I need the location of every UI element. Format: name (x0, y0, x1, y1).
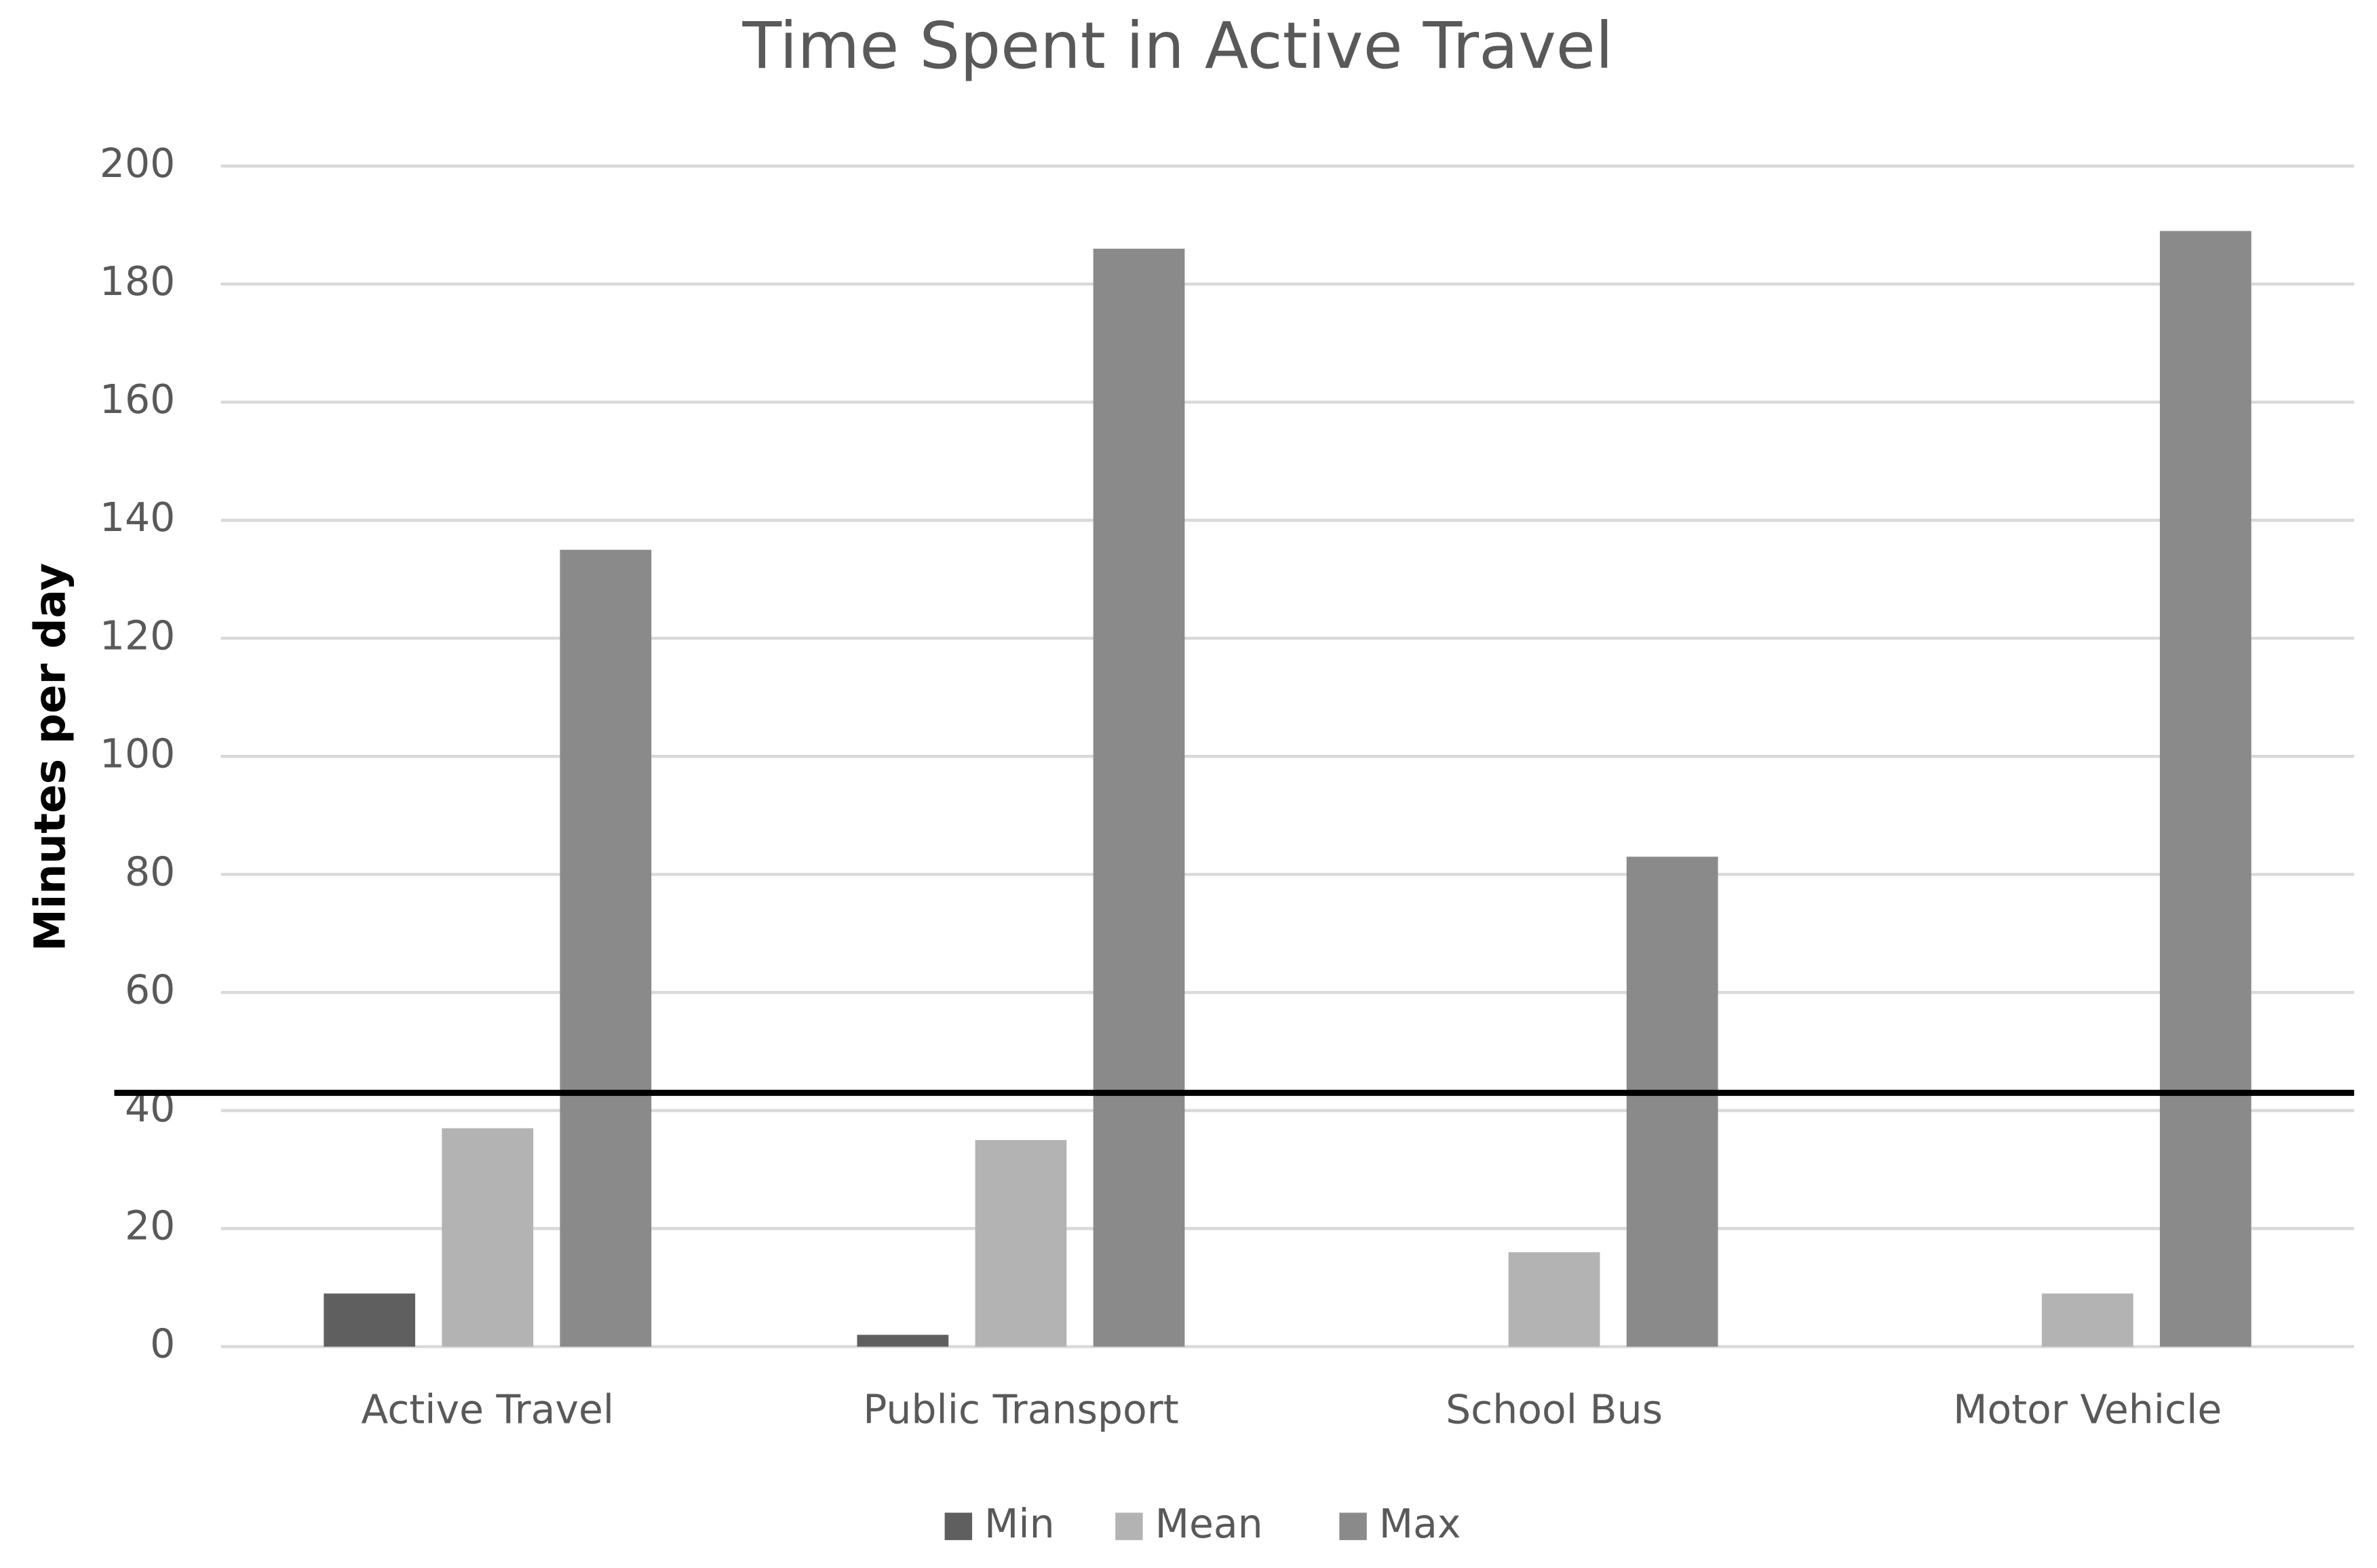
x-tick-label: Public Transport (863, 1386, 1178, 1432)
bar (1626, 857, 1718, 1347)
y-axis-title: Minutes per day (26, 563, 75, 952)
bar (560, 549, 652, 1347)
legend-label: Max (1379, 1501, 1461, 1547)
y-tick-label: 20 (125, 1203, 175, 1249)
legend-label: Min (984, 1501, 1055, 1547)
x-tick-label: School Bus (1446, 1386, 1663, 1432)
y-tick-label: 140 (100, 494, 175, 541)
y-tick-label: 0 (150, 1321, 175, 1367)
y-tick-label: 180 (100, 258, 175, 305)
bar (2159, 231, 2252, 1347)
legend-label: Mean (1155, 1501, 1263, 1547)
y-tick-label: 80 (125, 848, 175, 895)
bar (442, 1128, 534, 1347)
y-tick-label: 100 (100, 730, 175, 777)
bar (1093, 248, 1185, 1347)
bar (2041, 1293, 2133, 1347)
x-tick-label: Motor Vehicle (1953, 1386, 2222, 1432)
bar (1508, 1252, 1600, 1347)
chart-title: Time Spent in Active Travel (742, 9, 1614, 83)
bar (975, 1139, 1067, 1347)
x-tick-label: Active Travel (361, 1386, 614, 1432)
y-tick-label: 160 (100, 376, 175, 423)
y-tick-label: 120 (100, 612, 175, 659)
legend-swatch (1115, 1512, 1143, 1540)
bar (324, 1293, 416, 1347)
bar (857, 1335, 949, 1347)
legend-swatch (1339, 1512, 1367, 1540)
legend-swatch (944, 1512, 973, 1540)
y-tick-label: 60 (125, 966, 175, 1013)
y-tick-label: 200 (100, 140, 175, 187)
